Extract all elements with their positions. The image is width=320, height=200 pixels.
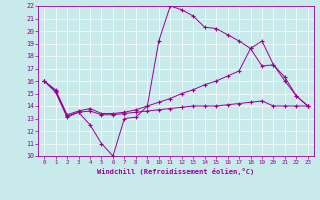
- X-axis label: Windchill (Refroidissement éolien,°C): Windchill (Refroidissement éolien,°C): [97, 168, 255, 175]
